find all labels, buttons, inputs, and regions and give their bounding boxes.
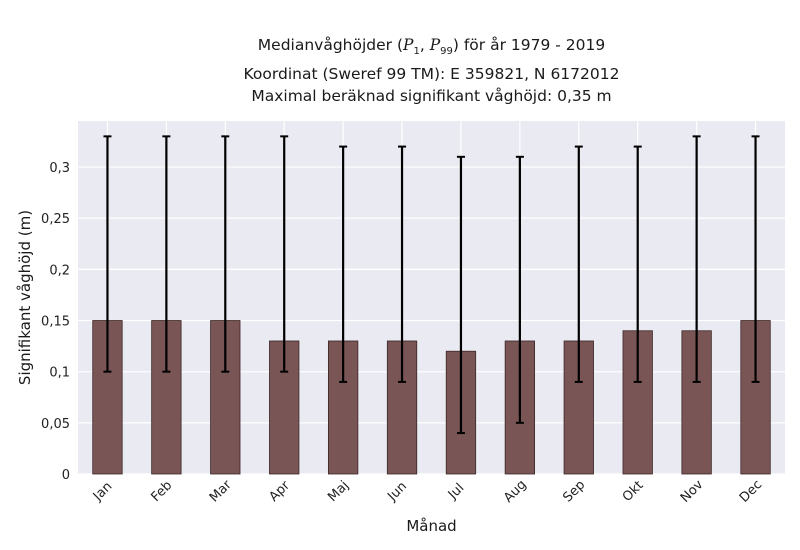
x-tick-label: Apr bbox=[266, 478, 293, 505]
y-tick-label: 0,3 bbox=[49, 161, 70, 176]
y-tick-label: 0,05 bbox=[41, 417, 70, 432]
x-tick-label: Aug bbox=[501, 477, 530, 506]
y-tick-label: 0,25 bbox=[41, 212, 70, 227]
x-tick-label: Maj bbox=[325, 478, 352, 505]
x-tick-label: Jul bbox=[445, 481, 467, 503]
x-tick-label: Mar bbox=[207, 477, 235, 505]
x-tick-label: Dec bbox=[737, 477, 765, 505]
chart-title: Medianvåghöjder (P1, P99) för år 1979 - … bbox=[78, 34, 785, 107]
x-tick-label: Jan bbox=[90, 479, 115, 504]
title-line-3: Maximal beräknad signifikant våghöjd: 0,… bbox=[251, 87, 612, 106]
y-axis-label: Signifikant våghöjd (m) bbox=[16, 210, 34, 385]
title-line-1: Medianvåghöjder (P1, P99) för år 1979 - … bbox=[257, 36, 606, 58]
y-tick-label: 0,1 bbox=[49, 366, 70, 381]
bar bbox=[151, 320, 182, 475]
x-tick-label: Feb bbox=[148, 478, 175, 505]
bar bbox=[327, 340, 359, 475]
y-tick-label: 0 bbox=[62, 468, 70, 483]
x-axis-label: Månad bbox=[406, 517, 456, 535]
x-tick-label: Nov bbox=[678, 477, 707, 506]
title-line-2: Koordinat (Sweref 99 TM): E 359821, N 61… bbox=[243, 65, 620, 84]
x-tick-label: Sep bbox=[560, 478, 588, 506]
plot-area bbox=[78, 121, 785, 474]
y-tick-label: 0,2 bbox=[49, 263, 70, 278]
x-tick-label: Okt bbox=[620, 478, 647, 505]
x-tick-label: Jun bbox=[384, 479, 410, 505]
y-tick-label: 0,15 bbox=[41, 315, 70, 330]
